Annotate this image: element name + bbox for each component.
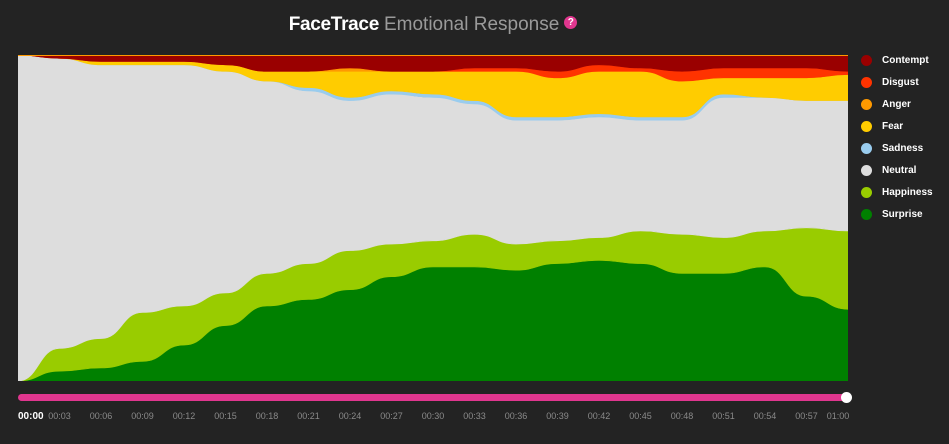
time-tick-label: 00:06	[89, 411, 113, 421]
legend-swatch	[861, 186, 872, 198]
time-tick-label: 00:09	[131, 411, 154, 421]
stacked-area-chart	[18, 55, 848, 381]
legend: Contempt Disgust Anger Fear Sadness Neutral Ha…	[861, 49, 933, 225]
time-tick-label: 00:42	[587, 411, 611, 421]
time-tick-label: 00:27	[380, 411, 403, 421]
time-tick-label: 00:51	[712, 411, 735, 421]
time-tick-label: 01:00	[826, 411, 850, 421]
time-tick-label: 00:00	[18, 411, 44, 422]
legend-label: Surprise	[882, 208, 923, 220]
time-tick-label: 00:21	[297, 411, 320, 421]
time-tick-label: 00:36	[504, 411, 528, 421]
legend-item-neutral[interactable]: Neutral	[861, 159, 933, 181]
legend-item-happiness[interactable]: Happiness	[861, 181, 933, 203]
time-tick-label: 00:48	[670, 411, 694, 421]
time-axis: 00:00 00:03 00:06 00:09 00:12 00:15 00:18 00:21…	[0, 411, 949, 425]
chart-subtitle: Emotional Response	[383, 14, 560, 35]
legend-swatch	[861, 208, 872, 220]
legend-label: Contempt	[882, 54, 929, 66]
time-tick-label: 00:18	[255, 411, 279, 421]
legend-label: Neutral	[882, 164, 917, 176]
time-tick-label: 00:03	[48, 411, 71, 421]
legend-swatch	[861, 142, 872, 154]
legend-label: Anger	[882, 98, 911, 110]
legend-swatch	[861, 164, 872, 176]
time-tick-label: 00:39	[546, 411, 569, 421]
help-icon[interactable]: ?	[564, 16, 578, 29]
legend-label: Sadness	[882, 142, 924, 154]
legend-label: Happiness	[882, 186, 933, 198]
time-tick-label: 00:12	[172, 411, 196, 421]
time-tick-label: 00:15	[214, 411, 237, 421]
legend-swatch	[861, 98, 872, 110]
brand-name: FaceTrace	[288, 14, 380, 35]
time-tick-label: 00:54	[753, 411, 777, 421]
legend-swatch	[861, 120, 872, 132]
time-tick-label: 00:33	[463, 411, 486, 421]
legend-label: Disgust	[882, 76, 919, 88]
time-tick-label: 00:57	[795, 411, 818, 421]
legend-item-disgust[interactable]: Disgust	[861, 71, 933, 93]
timeline-track[interactable]	[18, 394, 848, 401]
chart-title: FaceTrace Emotional Response?	[0, 14, 866, 36]
timeline-scrubber-handle[interactable]	[841, 392, 852, 403]
legend-swatch	[861, 76, 872, 88]
legend-item-fear[interactable]: Fear	[861, 115, 933, 137]
area-contempt	[18, 55, 848, 72]
legend-label: Fear	[882, 120, 904, 132]
time-tick-label: 00:45	[629, 411, 652, 421]
legend-swatch	[861, 54, 872, 66]
legend-item-surprise[interactable]: Surprise	[861, 203, 933, 225]
legend-item-sadness[interactable]: Sadness	[861, 137, 933, 159]
time-tick-label: 00:30	[421, 411, 445, 421]
legend-item-anger[interactable]: Anger	[861, 93, 933, 115]
time-tick-label: 00:24	[338, 411, 362, 421]
legend-item-contempt[interactable]: Contempt	[861, 49, 933, 71]
